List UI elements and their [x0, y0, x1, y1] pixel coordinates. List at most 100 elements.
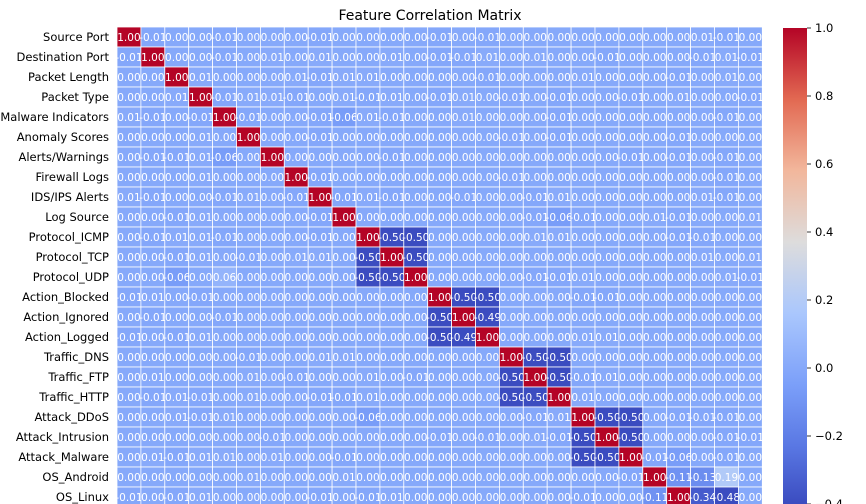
cell-value: 1.00 — [308, 192, 331, 204]
cell-value: 0.00 — [619, 252, 642, 264]
cell-value: -0.01 — [187, 412, 214, 424]
cell-value: -0.50 — [354, 252, 381, 264]
cell-value: 0.01 — [308, 352, 331, 364]
cell-value: -0.11 — [641, 492, 668, 504]
cell-value: 0.00 — [571, 312, 594, 324]
cell-value: 0.01 — [189, 452, 212, 464]
cell-value: 0.00 — [404, 332, 427, 344]
cell-value: -0.50 — [569, 432, 596, 444]
cell-value: 0.01 — [165, 232, 188, 244]
cell-value: 0.01 — [189, 72, 212, 84]
cell-value: -0.50 — [546, 352, 573, 364]
cell-value: 0.00 — [285, 332, 308, 344]
cell-value: 0.00 — [404, 312, 427, 324]
cell-value: 0.00 — [691, 72, 714, 84]
cell-value: 0.00 — [285, 112, 308, 124]
cell-value: 0.01 — [117, 112, 140, 124]
cell-value: 0.00 — [165, 372, 188, 384]
cell-value: 0.01 — [189, 212, 212, 224]
cell-value: 1.00 — [619, 452, 642, 464]
cell-value: 0.00 — [165, 312, 188, 324]
cell-value: 0.00 — [285, 452, 308, 464]
cell-value: 0.00 — [643, 132, 666, 144]
cell-value: 0.01 — [308, 52, 331, 64]
cell-value: 0.00 — [261, 212, 284, 224]
cell-value: 0.00 — [619, 192, 642, 204]
cell-value: 0.00 — [332, 492, 355, 504]
cell-value: 0.00 — [739, 132, 762, 144]
cell-value: 0.00 — [141, 412, 164, 424]
cell-value: 0.01 — [189, 332, 212, 344]
cell-value: -0.01 — [450, 192, 477, 204]
cell-value: 0.00 — [428, 172, 451, 184]
cell-value: 0.00 — [189, 352, 212, 364]
cell-value: 0.00 — [643, 332, 666, 344]
cell-value: 0.01 — [524, 232, 547, 244]
cell-value: 0.01 — [237, 192, 260, 204]
cell-value: 0.19 — [715, 472, 738, 484]
cell-value: -0.01 — [378, 192, 405, 204]
cell-value: 0.01 — [356, 192, 379, 204]
cell-value: 0.00 — [476, 392, 499, 404]
cell-value: 0.00 — [739, 332, 762, 344]
cell-value: 0.00 — [380, 312, 403, 324]
cell-value: 1.00 — [213, 112, 236, 124]
cell-value: 1.00 — [452, 312, 475, 324]
cell-value: 0.00 — [189, 32, 212, 44]
heatmap-cells: 1.00-0.010.00 0.00-0.010.00 0.00 0.00-0.010… — [115, 26, 764, 504]
cell-value: -0.01 — [330, 452, 357, 464]
cell-value: 0.01 — [739, 252, 762, 264]
cell-value: 0.00 — [380, 212, 403, 224]
cell-value: 0.00 — [476, 492, 499, 504]
cell-value: 0.01 — [571, 332, 594, 344]
cell-value: -0.01 — [307, 212, 334, 224]
cell-value: 0.00 — [739, 492, 762, 504]
cell-value: 1.00 — [404, 272, 427, 284]
cell-value: 0.00 — [619, 372, 642, 384]
cell-value: 0.00 — [308, 372, 331, 384]
cell-value: 0.00 — [117, 432, 140, 444]
cell-value: -0.01 — [163, 152, 190, 164]
cell-value: 0.00 — [189, 372, 212, 384]
cell-value: 0.00 — [261, 232, 284, 244]
cell-value: 0.00 — [619, 272, 642, 284]
row-label: Protocol_TCP — [36, 250, 109, 264]
cell-value: 0.00 — [285, 152, 308, 164]
cell-value: 0.00 — [715, 252, 738, 264]
cell-value: 0.00 — [691, 292, 714, 304]
cell-value: 0.01 — [571, 72, 594, 84]
cell-value: 0.00 — [476, 192, 499, 204]
cell-value: 0.00 — [165, 112, 188, 124]
cell-value: 0.00 — [452, 212, 475, 224]
cell-value: 0.00 — [308, 92, 331, 104]
cell-value: 0.00 — [356, 472, 379, 484]
cell-value: -0.01 — [569, 212, 596, 224]
row-label: Anomaly Scores — [17, 130, 109, 144]
cell-value: 0.00 — [404, 112, 427, 124]
cell-value: 0.00 — [643, 112, 666, 124]
cell-value: 0.00 — [428, 452, 451, 464]
cell-value: 0.00 — [428, 492, 451, 504]
cell-value: 0.00 — [739, 352, 762, 364]
cell-value: 0.00 — [261, 252, 284, 264]
cell-value: 0.00 — [715, 212, 738, 224]
cell-value: 0.00 — [117, 232, 140, 244]
cell-value: 0.00 — [691, 92, 714, 104]
cell-value: 0.00 — [213, 472, 236, 484]
cell-value: 0.01 — [547, 412, 570, 424]
cell-value: 0.00 — [715, 232, 738, 244]
row-label: Alerts/Warnings — [18, 150, 109, 164]
cell-value: 0.00 — [380, 32, 403, 44]
cell-value: 0.00 — [308, 432, 331, 444]
cell-value: 0.01 — [261, 92, 284, 104]
cell-value: -0.01 — [115, 492, 142, 504]
cell-value: 0.00 — [619, 392, 642, 404]
cell-value: 0.00 — [117, 312, 140, 324]
cell-value: 0.00 — [619, 312, 642, 324]
cell-value: 1.00 — [380, 252, 403, 264]
cell-value: -0.01 — [354, 492, 381, 504]
cell-value: 0.01 — [237, 392, 260, 404]
cell-value: 0.00 — [404, 492, 427, 504]
cell-value: 0.01 — [571, 272, 594, 284]
cell-value: 0.00 — [237, 52, 260, 64]
